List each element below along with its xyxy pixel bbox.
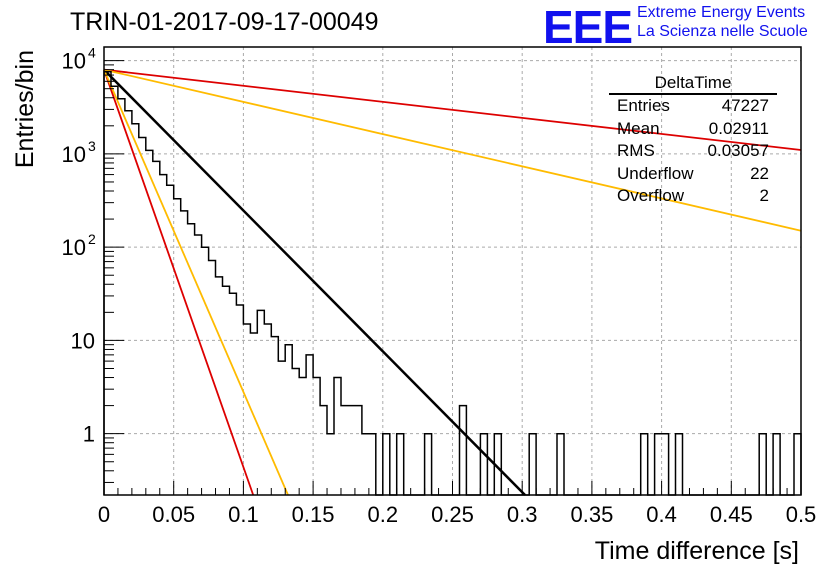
x-tick-label: 0.4	[646, 502, 677, 527]
stats-value: 0.03057	[707, 141, 769, 160]
stats-row: Mean 0.02911	[609, 118, 777, 141]
stats-label: Mean	[617, 118, 660, 138]
fit-curves	[103, 68, 802, 496]
y-tick-label: 10	[62, 235, 86, 260]
x-tick-label: 0.45	[710, 502, 753, 527]
stats-label: Overflow	[617, 186, 685, 205]
x-tick-label: 0.3	[507, 502, 538, 527]
stats-row: Entries 47227	[609, 95, 777, 118]
y-tick-exponent: 4	[88, 45, 96, 61]
fit-line	[103, 68, 802, 151]
y-tick-label: 10	[62, 49, 86, 74]
x-tick-label: 0.1	[228, 502, 259, 527]
logo-caption-line1: Extreme Energy Events	[637, 4, 806, 21]
stats-row: Overflow 2	[609, 185, 777, 208]
stats-row: RMS 0.03057	[609, 140, 777, 163]
stats-box: DeltaTime Entries 47227 Mean 0.02911 RMS 0.…	[609, 72, 777, 208]
eee-logo: EEE	[543, 0, 633, 54]
x-tick-label: 0.05	[152, 502, 195, 527]
stats-row: Underflow 22	[609, 163, 777, 186]
x-tick-label: 0.15	[292, 502, 335, 527]
x-axis: 0 0.05 0.1 0.15 0.2 0.25 0.3 0.35 0.4 0.45 0.5	[98, 481, 816, 527]
stats-value: 47227	[721, 96, 769, 115]
logo-caption-line2: La Scienza nelle Scuole	[637, 23, 808, 40]
x-tick-label: 0.35	[570, 502, 613, 527]
x-tick-label: 0.2	[368, 502, 399, 527]
x-tick-label: 0	[98, 502, 110, 527]
logo-text: EEE	[543, 1, 633, 53]
fit-line	[103, 68, 526, 496]
fit-line	[103, 69, 255, 496]
x-axis-label: Time difference [s]	[595, 537, 799, 565]
stats-value: 22	[750, 163, 769, 183]
stats-value: 0.02911	[708, 118, 769, 138]
histogram	[103, 70, 802, 496]
logo-caption: Extreme Energy Events La Scienza nelle S…	[637, 3, 808, 41]
y-axis-label: Entries/bin	[11, 50, 39, 168]
chart-title: TRIN-01-2017-09-17-00049	[70, 8, 379, 36]
fit-line	[103, 69, 289, 496]
x-tick-label: 0.5	[786, 502, 817, 527]
y-tick-label: 10	[62, 142, 86, 167]
y-tick-label: 1	[83, 422, 95, 447]
stats-value: 2	[759, 186, 769, 205]
y-tick-exponent: 3	[88, 138, 96, 154]
stats-label: Entries	[617, 96, 670, 115]
stats-label: Underflow	[617, 163, 694, 183]
y-tick-label: 10	[71, 328, 95, 353]
stats-label: RMS	[617, 141, 655, 160]
x-tick-label: 0.25	[431, 502, 474, 527]
fit-line	[103, 68, 802, 232]
histogram-outline	[103, 70, 802, 496]
stats-title: DeltaTime	[609, 72, 777, 95]
y-tick-exponent: 2	[88, 231, 96, 247]
